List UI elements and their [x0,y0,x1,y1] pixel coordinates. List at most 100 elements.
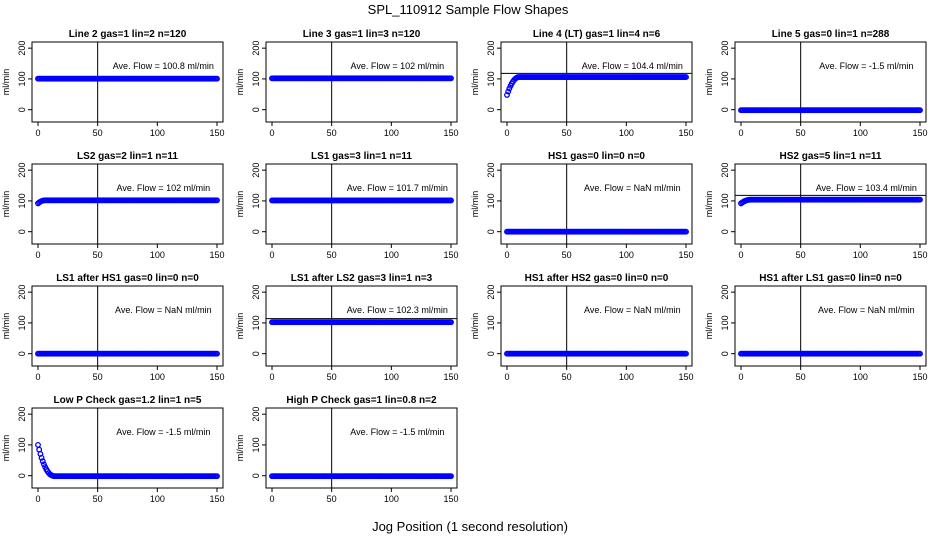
x-tick-label: 50 [327,494,337,504]
y-tick-label: 0 [251,473,261,478]
y-tick-label: 0 [720,107,730,112]
data-point [448,319,454,326]
plot-frame [734,163,927,245]
x-tick-label: 100 [150,494,165,504]
data-points [738,196,923,207]
x-tick-label: 150 [209,372,224,382]
y-tick-label: 200 [17,407,27,422]
panel-title: High P Check gas=1 lin=0.8 n=2 [286,395,437,406]
data-point [214,350,220,357]
x-tick-label: 0 [35,372,40,382]
figure-x-label: Jog Position (1 second resolution) [372,519,568,534]
x-tick-label: 150 [443,250,458,260]
x-tick-label: 50 [327,128,337,138]
panel-title: HS2 gas=5 lin=1 n=11 [779,151,881,162]
panel-title: LS1 after HS1 gas=0 lin=0 n=0 [56,273,199,284]
average-flow-label: Ave. Flow = 104.4 ml/min [582,61,683,71]
data-points [269,319,454,326]
data-point [214,75,220,82]
y-tick-label: 0 [251,351,261,356]
x-tick-label: 150 [209,128,224,138]
y-tick-label: 100 [17,71,27,86]
x-tick-label: 50 [93,250,103,260]
data-point [504,91,510,98]
plot-frame [31,41,224,123]
x-tick-label: 50 [327,250,337,260]
average-flow-label: Ave. Flow = 102.3 ml/min [347,305,448,315]
x-tick-label: 150 [678,250,693,260]
data-point [917,107,923,114]
average-flow-label: Ave. Flow = 101.7 ml/min [347,183,448,193]
y-axis-label: ml/min [1,191,11,218]
plot-frame [31,163,224,245]
panel-title: Line 3 gas=1 lin=3 n=120 [303,29,421,40]
panel-title: LS1 gas=3 lin=1 n=11 [311,151,412,162]
y-tick-label: 200 [720,285,730,300]
x-tick-label: 150 [678,372,693,382]
plot-frame [500,163,693,245]
panel-title: LS1 after LS2 gas=3 lin=1 n=3 [291,273,433,284]
panel-9: LS1 after HS1 gas=0 lin=0 n=0 0 100 200 0 50 1… [1,273,225,382]
average-flow-label: Ave. Flow = NaN ml/min [818,305,915,315]
y-axis-label: ml/min [1,313,11,340]
x-tick-label: 100 [150,372,165,382]
data-point [214,197,220,204]
plot-frame [265,285,458,367]
y-tick-label: 200 [251,163,261,178]
x-tick-label: 50 [327,372,337,382]
y-tick-label: 100 [251,437,261,452]
y-tick-label: 100 [251,71,261,86]
panel-title: HS1 gas=0 lin=0 n=0 [548,151,645,162]
average-flow-label: Ave. Flow = 100.8 ml/min [113,61,214,71]
x-tick-label: 0 [738,250,743,260]
x-tick-label: 0 [269,250,274,260]
x-tick-label: 50 [562,250,572,260]
y-tick-label: 0 [17,473,27,478]
data-points [269,197,454,204]
y-axis-label: ml/min [235,435,245,462]
data-point [683,228,689,235]
x-tick-label: 150 [443,494,458,504]
average-flow-label: Ave. Flow = 102 ml/min [350,61,444,71]
figure-title: SPL_110912 Sample Flow Shapes [368,2,569,17]
x-tick-label: 0 [269,372,274,382]
x-tick-label: 100 [384,250,399,260]
x-tick-label: 150 [209,250,224,260]
x-tick-label: 50 [562,128,572,138]
y-tick-label: 100 [251,315,261,330]
panel-1: Line 2 gas=1 lin=2 n=120 0 100 200 0 50 100 150… [1,29,225,138]
x-tick-label: 0 [738,372,743,382]
panel-14: High P Check gas=1 lin=0.8 n=2 0 100 200 0 50… [235,395,459,504]
panel-4: Line 5 gas=0 lin=1 n=288 0 100 200 0 50 100 150… [704,29,928,138]
y-tick-label: 200 [486,163,496,178]
y-tick-label: 200 [486,41,496,56]
y-tick-label: 0 [720,229,730,234]
average-flow-label: Ave. Flow = -1.5 ml/min [819,61,913,71]
panel-2: Line 3 gas=1 lin=3 n=120 0 100 200 0 50 100 150… [235,29,459,138]
x-tick-label: 0 [35,250,40,260]
data-points [35,350,220,357]
y-tick-label: 0 [486,229,496,234]
data-point [683,350,689,357]
x-tick-label: 0 [269,494,274,504]
plot-frame [265,163,458,245]
data-point [917,196,923,203]
panel-title: HS1 after HS2 gas=0 lin=0 n=0 [525,273,669,284]
data-point [39,458,46,465]
y-tick-label: 0 [17,107,27,112]
x-tick-label: 100 [384,494,399,504]
x-tick-label: 50 [796,250,806,260]
panel-8: HS2 gas=5 lin=1 n=11 0 100 200 0 50 100 150 ml/m… [704,151,928,260]
y-tick-label: 100 [720,71,730,86]
x-tick-label: 150 [912,250,927,260]
x-tick-label: 0 [35,494,40,504]
data-point [917,350,923,357]
x-tick-label: 50 [93,128,103,138]
y-tick-label: 100 [486,71,496,86]
y-axis-label: ml/min [235,69,245,96]
y-tick-label: 0 [17,351,27,356]
data-point [448,473,454,480]
data-point [683,74,689,81]
y-axis-label: ml/min [1,435,11,462]
